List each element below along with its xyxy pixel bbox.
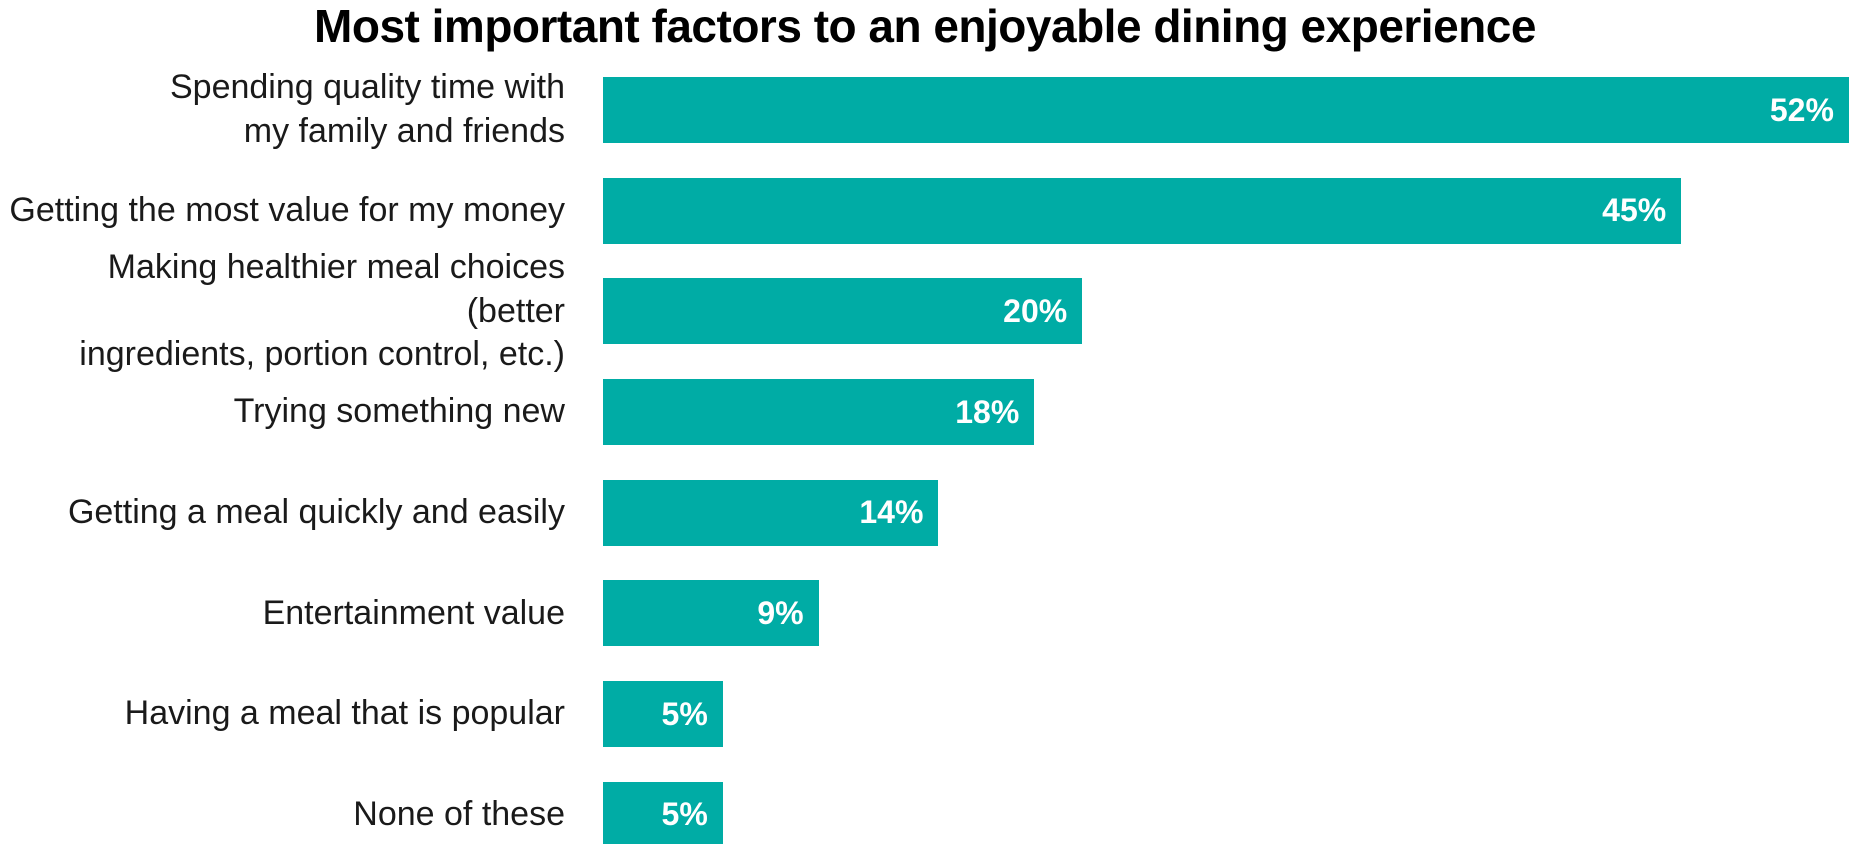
bar: 5% [603,681,723,748]
bar-row: Spending quality time with my family and… [0,68,1850,150]
bar: 45% [603,177,1682,244]
bar-track: 20% [603,278,1850,345]
bar: 14% [603,479,939,546]
value-label: 5% [661,796,708,833]
bar-row: Entertainment value 9% [0,580,1850,647]
bar-track: 18% [603,379,1850,446]
value-label: 9% [757,594,804,631]
chart-title: Most important factors to an enjoyable d… [314,0,1536,52]
bar-track: 45% [603,177,1850,244]
bar-row: None of these 5% [0,781,1850,844]
value-label: 20% [1003,292,1068,329]
category-label: Getting the most value for my money [9,190,565,229]
category-label: Making healthier meal choices (better in… [79,248,565,374]
category-label: Entertainment value [262,593,565,632]
bar-row: Making healthier meal choices (better in… [0,248,1850,373]
bar-track: 52% [603,77,1850,143]
bar-track: 5% [603,781,1850,844]
bar-row: Getting a meal quickly and easily 14% [0,479,1850,546]
category-label: Trying something new [233,392,565,431]
value-label: 18% [955,393,1020,430]
value-label: 5% [661,695,708,732]
category-label: Getting a meal quickly and easily [67,492,565,531]
bar: 20% [603,278,1083,345]
category-label: None of these [353,795,565,834]
bar: 5% [603,781,723,844]
bar-row: Trying something new 18% [0,379,1850,446]
value-label: 52% [1769,91,1834,128]
bar-row: Getting the most value for my money 45% [0,177,1850,244]
category-label: Having a meal that is popular [124,694,565,733]
bar-track: 9% [603,580,1850,647]
bar: 52% [603,77,1849,143]
bar-track: 5% [603,681,1850,748]
category-label: Spending quality time with my family and… [169,68,565,150]
bar: 18% [603,379,1035,446]
plot-area: Spending quality time with my family and… [0,68,1850,844]
bar: 9% [603,580,819,647]
value-label: 14% [859,494,924,531]
value-label: 45% [1602,192,1667,229]
bar-track: 14% [603,479,1850,546]
bar-row: Having a meal that is popular 5% [0,681,1850,748]
